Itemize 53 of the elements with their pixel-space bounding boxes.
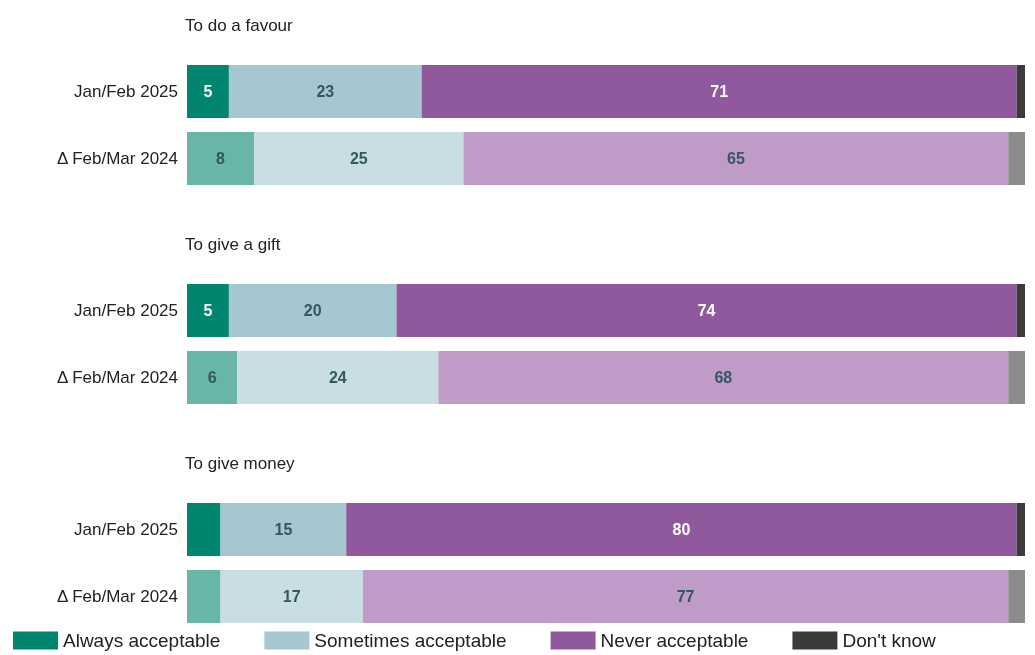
- data-label: 15: [274, 521, 293, 538]
- data-label: 65: [726, 150, 745, 167]
- bar: [237, 351, 439, 404]
- data-label: 5: [203, 83, 213, 100]
- bar: [228, 65, 422, 118]
- data-label: 6: [207, 369, 217, 386]
- bar: [1016, 284, 1025, 337]
- bar: [1008, 351, 1025, 404]
- data-label: 68: [714, 369, 733, 386]
- data-label: 25: [349, 150, 368, 167]
- data-label: 77: [676, 588, 695, 605]
- data-label: 80: [672, 521, 691, 538]
- bar: [1016, 503, 1025, 556]
- data-label: 5: [203, 302, 213, 319]
- bar: [438, 351, 1009, 404]
- bar: [421, 65, 1017, 118]
- y-tick-label: Δ Feb/Mar 2024: [57, 368, 178, 387]
- bar: [187, 284, 229, 337]
- legend-label: Never acceptable: [600, 630, 749, 651]
- data-label: 24: [328, 369, 347, 386]
- bar: [187, 132, 255, 185]
- bar: [1008, 132, 1025, 185]
- y-tick-label: Jan/Feb 2025: [74, 82, 178, 101]
- bar: [220, 570, 363, 623]
- bar: [396, 284, 1017, 337]
- data-label: 20: [303, 302, 322, 319]
- bar: [346, 503, 1017, 556]
- bar: [228, 284, 397, 337]
- bar: [187, 351, 238, 404]
- bar: [1008, 570, 1025, 623]
- bar: [362, 570, 1009, 623]
- bar: [463, 132, 1009, 185]
- bar: [187, 570, 221, 623]
- bar: [254, 132, 464, 185]
- y-tick-label: Jan/Feb 2025: [74, 520, 178, 539]
- bar: [187, 65, 229, 118]
- y-tick-label: Jan/Feb 2025: [74, 301, 178, 320]
- data-label: 74: [697, 302, 716, 319]
- chart-title: To give money: [185, 454, 296, 473]
- y-tick-label: Δ Feb/Mar 2024: [57, 587, 178, 606]
- bar: [220, 503, 347, 556]
- data-label: 71: [710, 83, 729, 100]
- bar: [1016, 65, 1025, 118]
- legend-label: Sometimes acceptable: [314, 630, 507, 651]
- chart-title: To do a favour: [185, 16, 294, 35]
- legend-label: Don't know: [842, 630, 937, 651]
- y-tick-label: Δ Feb/Mar 2024: [57, 149, 178, 168]
- chart-title: To give a gift: [185, 235, 281, 254]
- legend-label: Always acceptable: [63, 630, 221, 651]
- data-label: 8: [216, 150, 226, 167]
- data-label: 17: [282, 588, 301, 605]
- bar: [187, 503, 221, 556]
- data-label: 23: [316, 83, 335, 100]
